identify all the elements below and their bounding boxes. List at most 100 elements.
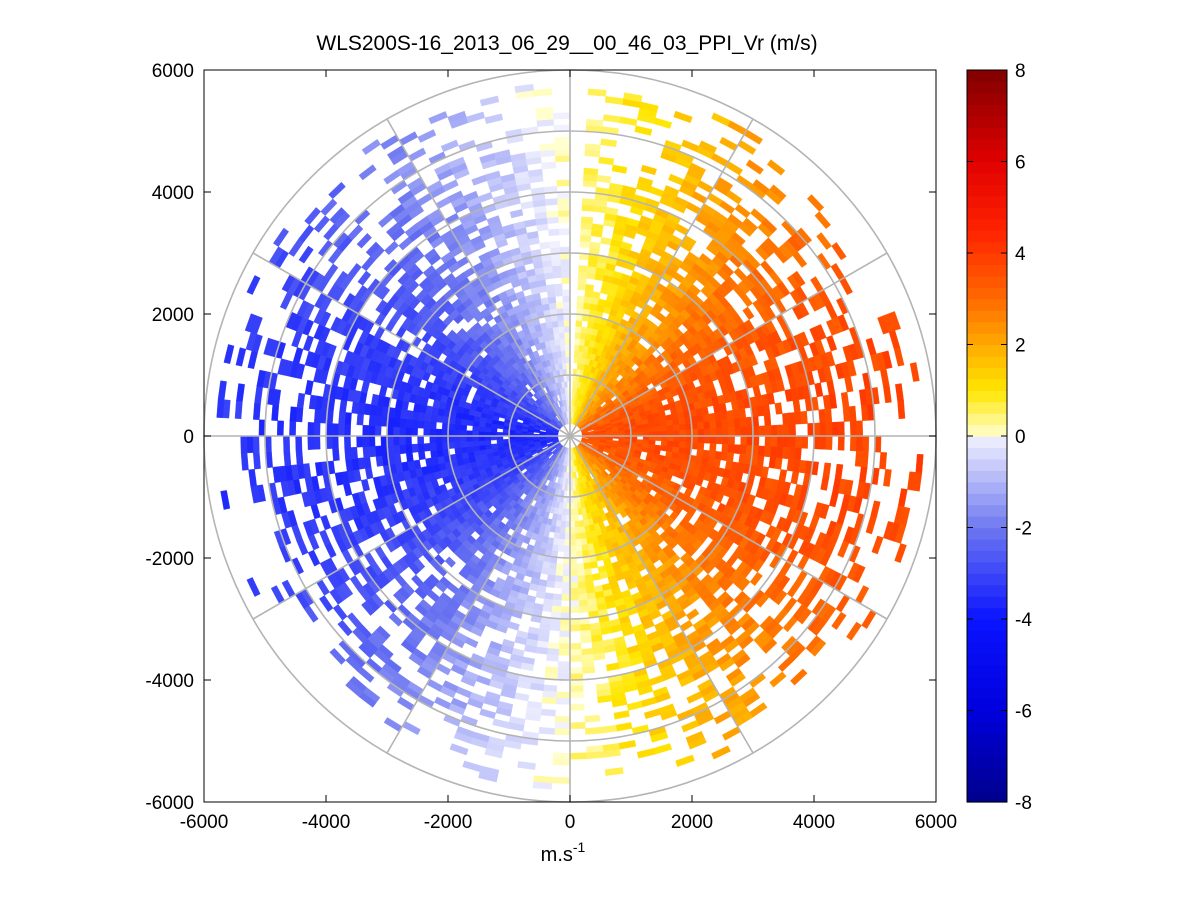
- range-gate: [307, 422, 315, 437]
- range-gate: [709, 443, 717, 452]
- range-gate: [547, 642, 560, 650]
- range-gate: [584, 574, 594, 582]
- range-gate: [544, 666, 559, 674]
- range-gate: [558, 636, 571, 644]
- range-gate: [405, 418, 413, 428]
- range-gate: [584, 143, 601, 152]
- range-gate: [709, 420, 717, 429]
- range-gate: [648, 426, 656, 433]
- range-gate: [548, 562, 557, 570]
- range-gate: [748, 353, 759, 367]
- range-gate: [709, 435, 717, 444]
- range-gate: [362, 435, 370, 448]
- range-gate: [837, 421, 845, 437]
- range-gate: [344, 412, 352, 425]
- range-gate: [569, 648, 582, 656]
- range-gate: [552, 752, 571, 760]
- range-gate: [883, 385, 892, 404]
- x-tick-label: -2000: [424, 812, 473, 833]
- range-gate: [356, 413, 364, 426]
- range-gate: [246, 435, 254, 454]
- range-gate: [697, 435, 705, 444]
- range-gate: [535, 590, 546, 599]
- range-gate: [764, 435, 772, 447]
- range-gate: [557, 667, 571, 675]
- range-gate: [558, 648, 571, 656]
- range-gate: [648, 422, 656, 428]
- x-tick-label: -6000: [180, 812, 229, 833]
- range-gate: [460, 446, 468, 454]
- colorbar-swatch: [967, 573, 1007, 586]
- range-gate: [589, 241, 601, 250]
- range-gate: [547, 296, 557, 304]
- range-gate: [362, 446, 371, 458]
- range-gate: [569, 685, 584, 693]
- colorbar-swatch: [967, 298, 1007, 311]
- range-gate: [548, 302, 557, 310]
- range-gate: [459, 435, 467, 442]
- range-gate: [730, 231, 746, 246]
- colorbar-swatch: [967, 115, 1007, 128]
- range-gate: [727, 418, 735, 428]
- colorbar-swatch: [967, 230, 1007, 243]
- y-tick-label: -6000: [145, 793, 194, 814]
- range-gate: [789, 423, 796, 437]
- range-gate: [557, 356, 563, 364]
- range-gate: [722, 435, 729, 445]
- range-gate: [560, 344, 566, 352]
- range-gate: [411, 427, 418, 437]
- range-gate: [577, 508, 583, 516]
- range-gate: [696, 414, 704, 423]
- range-gate: [586, 118, 604, 127]
- colorbar-swatch: [967, 275, 1007, 288]
- range-gate: [569, 581, 579, 589]
- range-gate: [740, 426, 748, 437]
- range-gate: [774, 402, 783, 415]
- range-gate: [514, 438, 522, 442]
- range-gate: [697, 442, 705, 451]
- range-gate: [532, 781, 553, 790]
- range-gate: [545, 580, 555, 588]
- range-gate: [252, 452, 261, 470]
- colorbar-swatch: [967, 378, 1007, 391]
- range-gate: [666, 419, 674, 427]
- range-gate: [362, 424, 370, 437]
- range-gate: [466, 445, 474, 453]
- range-gate: [542, 684, 558, 693]
- range-gate: [712, 458, 721, 468]
- colorbar-swatch: [967, 127, 1007, 140]
- range-gate: [788, 447, 796, 460]
- range-gate: [708, 412, 716, 422]
- range-gate: [405, 452, 414, 463]
- y-tick-label: -4000: [145, 671, 194, 692]
- range-gate: [557, 320, 565, 328]
- range-gate: [782, 446, 790, 460]
- range-gate: [776, 435, 784, 448]
- colorbar-swatch: [967, 493, 1007, 506]
- range-gate: [555, 563, 564, 571]
- range-gate: [556, 350, 562, 358]
- range-gate: [368, 425, 376, 437]
- range-gate: [560, 264, 571, 272]
- range-gate: [551, 320, 559, 328]
- colorbar-swatch: [967, 264, 1007, 277]
- colorbar-swatch: [967, 253, 1007, 266]
- range-gate: [739, 444, 747, 455]
- range-gate: [574, 332, 582, 340]
- range-gate: [642, 427, 650, 433]
- range-gate: [569, 606, 580, 614]
- range-gate: [569, 588, 579, 595]
- range-gate: [295, 435, 303, 451]
- colorbar-tick-label: 2: [1015, 336, 1026, 357]
- range-gate: [725, 190, 743, 205]
- range-gate: [562, 563, 571, 571]
- range-gate: [554, 149, 571, 157]
- range-gate: [776, 446, 784, 459]
- range-gate: [814, 211, 831, 229]
- range-gate: [575, 326, 582, 334]
- colorbar-swatch: [967, 321, 1007, 334]
- range-gate: [344, 423, 351, 437]
- range-gate: [583, 167, 599, 176]
